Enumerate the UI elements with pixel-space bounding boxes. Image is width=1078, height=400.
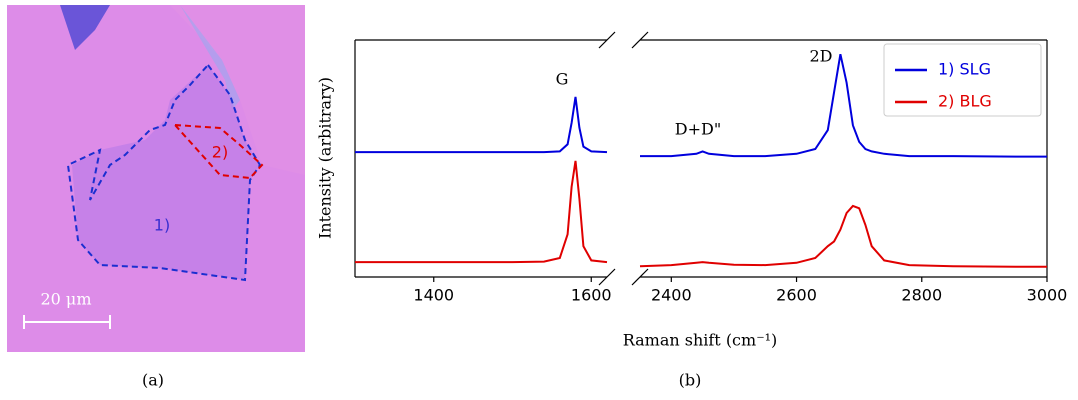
micrograph: 1) 2) 20 μm bbox=[7, 5, 305, 352]
x-tick-label: 2800 bbox=[901, 286, 942, 305]
caption: (b) bbox=[679, 371, 702, 390]
x-tick-label: 1400 bbox=[413, 286, 454, 305]
series-line bbox=[640, 53, 1047, 158]
x-axis-label: Raman shift (cm⁻¹) bbox=[623, 331, 778, 350]
x-tick-label: 3000 bbox=[1027, 286, 1068, 305]
annotation: 2D bbox=[809, 47, 832, 66]
series-line bbox=[639, 204, 1047, 268]
thick-flake bbox=[60, 5, 110, 50]
legend-label: 2) BLG bbox=[938, 92, 992, 111]
series-line bbox=[355, 96, 608, 154]
region-label: 1) bbox=[154, 216, 170, 235]
x-tick-label: 2600 bbox=[776, 286, 817, 305]
annotation: D+D" bbox=[675, 120, 721, 139]
axis-break bbox=[598, 268, 616, 286]
x-tick-label: 2400 bbox=[651, 286, 692, 305]
slg-region bbox=[72, 65, 260, 280]
scale-bar-label: 20 μm bbox=[40, 290, 91, 309]
edge bbox=[180, 5, 240, 110]
axis-break bbox=[631, 268, 649, 286]
axis-break bbox=[598, 31, 616, 49]
region-label: 2) bbox=[212, 143, 228, 162]
legend-box bbox=[883, 43, 1042, 117]
annotation: G bbox=[556, 70, 569, 89]
series-line bbox=[355, 160, 608, 264]
axis-break bbox=[631, 31, 649, 49]
blg-outline bbox=[172, 123, 264, 180]
x-tick-label: 1600 bbox=[571, 286, 612, 305]
y-axis-label: Intensity (arbitrary) bbox=[316, 77, 335, 239]
legend-label: 1) SLG bbox=[938, 60, 991, 79]
caption: (a) bbox=[142, 371, 164, 390]
